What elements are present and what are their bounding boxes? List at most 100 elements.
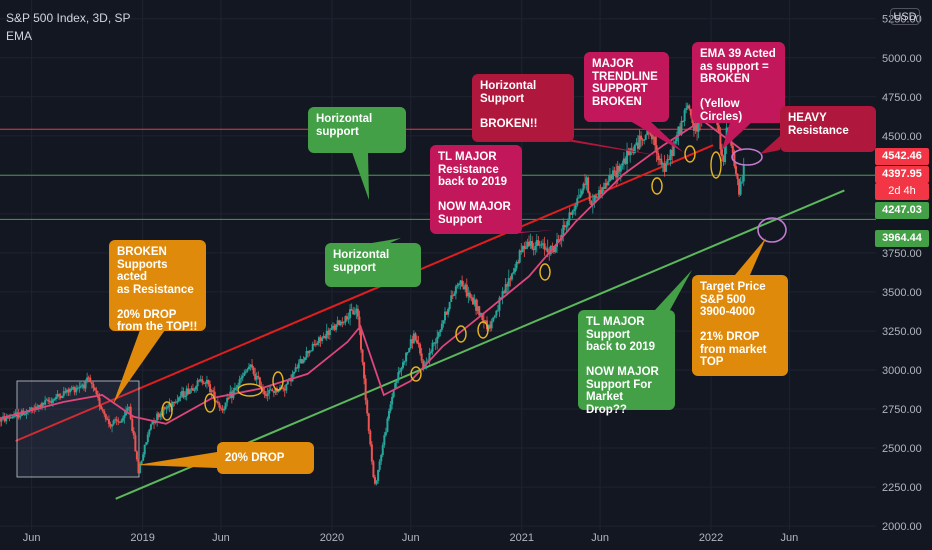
candle-body (507, 278, 510, 287)
candle-body (62, 391, 65, 396)
candle-body (501, 291, 504, 298)
candle-body (517, 261, 520, 263)
candle-body (378, 461, 381, 470)
candle-body (67, 389, 70, 393)
candle-body (285, 384, 288, 391)
candle-body (543, 243, 546, 250)
candle-body (341, 321, 344, 324)
candle-body (100, 405, 103, 410)
candle-body (92, 384, 95, 388)
candle-body (339, 321, 342, 326)
candle-body (669, 149, 672, 160)
candle-body (135, 451, 138, 460)
bar-countdown-label: 2d 4h (875, 183, 929, 200)
candle-body (641, 139, 644, 141)
candle-body (554, 246, 557, 253)
candle-body (215, 401, 218, 403)
candle-body (25, 412, 28, 414)
candle-body (633, 144, 636, 154)
candle-body (733, 153, 736, 167)
candle-body (83, 384, 86, 389)
candle-body (386, 418, 389, 432)
candle-body (515, 261, 518, 269)
candle-body (188, 389, 191, 394)
candle-body (717, 125, 720, 133)
candle-body (72, 387, 75, 390)
candle-body (212, 390, 215, 392)
indicator-label[interactable]: EMA (6, 29, 33, 43)
ema-touch-circle (237, 383, 263, 397)
candle-body (395, 380, 398, 383)
callout-pointer (630, 121, 683, 152)
candle-body (496, 310, 499, 312)
candle-body (251, 364, 254, 368)
candle-body (168, 404, 171, 407)
drop-20-note: 20% DROP (217, 442, 314, 474)
candle-body (345, 316, 348, 320)
price-tick-label: 4500.00 (882, 131, 922, 143)
candle-body (187, 388, 190, 394)
candle-body (258, 377, 261, 387)
candle-body (310, 350, 313, 352)
candle-body (635, 142, 638, 145)
candle-body (114, 419, 117, 421)
price-axis: 2000.00 2250.00 2500.00 2750.00 3000.00 3250.… (876, 0, 932, 550)
candle-body (366, 400, 369, 414)
candle-body (98, 397, 101, 406)
candle-body (369, 430, 372, 445)
candle-body (317, 337, 320, 343)
candle-body (333, 325, 336, 330)
callout-pointer (655, 270, 692, 310)
candle-body (249, 364, 252, 367)
candle-body (367, 413, 370, 431)
candle-body (607, 181, 610, 186)
candle-body (45, 399, 48, 401)
candle-body (134, 435, 137, 452)
candle-body (573, 209, 576, 212)
candle-body (514, 268, 517, 273)
candle-body (472, 297, 475, 305)
candle-body (448, 301, 451, 310)
candle-body (86, 377, 89, 381)
candle-body (361, 349, 364, 363)
candle-body (120, 420, 123, 423)
candle-body (149, 424, 152, 430)
candle-body (218, 403, 221, 408)
candle-body (663, 163, 666, 172)
candle-body (299, 358, 302, 364)
candle-body (462, 286, 465, 290)
candle-body (78, 387, 81, 389)
candle-body (503, 291, 506, 294)
candle-body (182, 391, 185, 398)
candle-body (626, 149, 629, 164)
candle-body (618, 165, 621, 172)
candle-body (657, 153, 660, 161)
candle-body (731, 145, 734, 154)
broken-supports-note: BROKEN Supports acted as Resistance 20% … (109, 240, 206, 333)
candle-body (461, 280, 464, 287)
ema-touch-circle (161, 401, 173, 421)
candle-body (358, 316, 361, 331)
candle-body (145, 442, 148, 445)
candle-body (277, 390, 280, 392)
candle-body (291, 373, 294, 382)
candle-body (444, 311, 447, 321)
candle-body (482, 319, 485, 323)
candle-body (162, 407, 165, 416)
candle-body (580, 190, 583, 195)
candle-body (649, 132, 652, 135)
candle-body (336, 320, 339, 325)
candle-body (0, 419, 1, 422)
candle-body (375, 480, 378, 484)
callout-pointer (372, 238, 401, 243)
candle-body (538, 244, 541, 246)
candle-body (125, 410, 128, 416)
candle-body (204, 382, 207, 384)
candle-body (39, 405, 42, 407)
candle-body (58, 394, 61, 396)
candle-body (685, 108, 688, 111)
candle-body (636, 142, 639, 149)
candle-body (70, 388, 73, 390)
price-tick-label: 2000.00 (882, 521, 922, 533)
currency-button[interactable]: USD (890, 8, 920, 25)
